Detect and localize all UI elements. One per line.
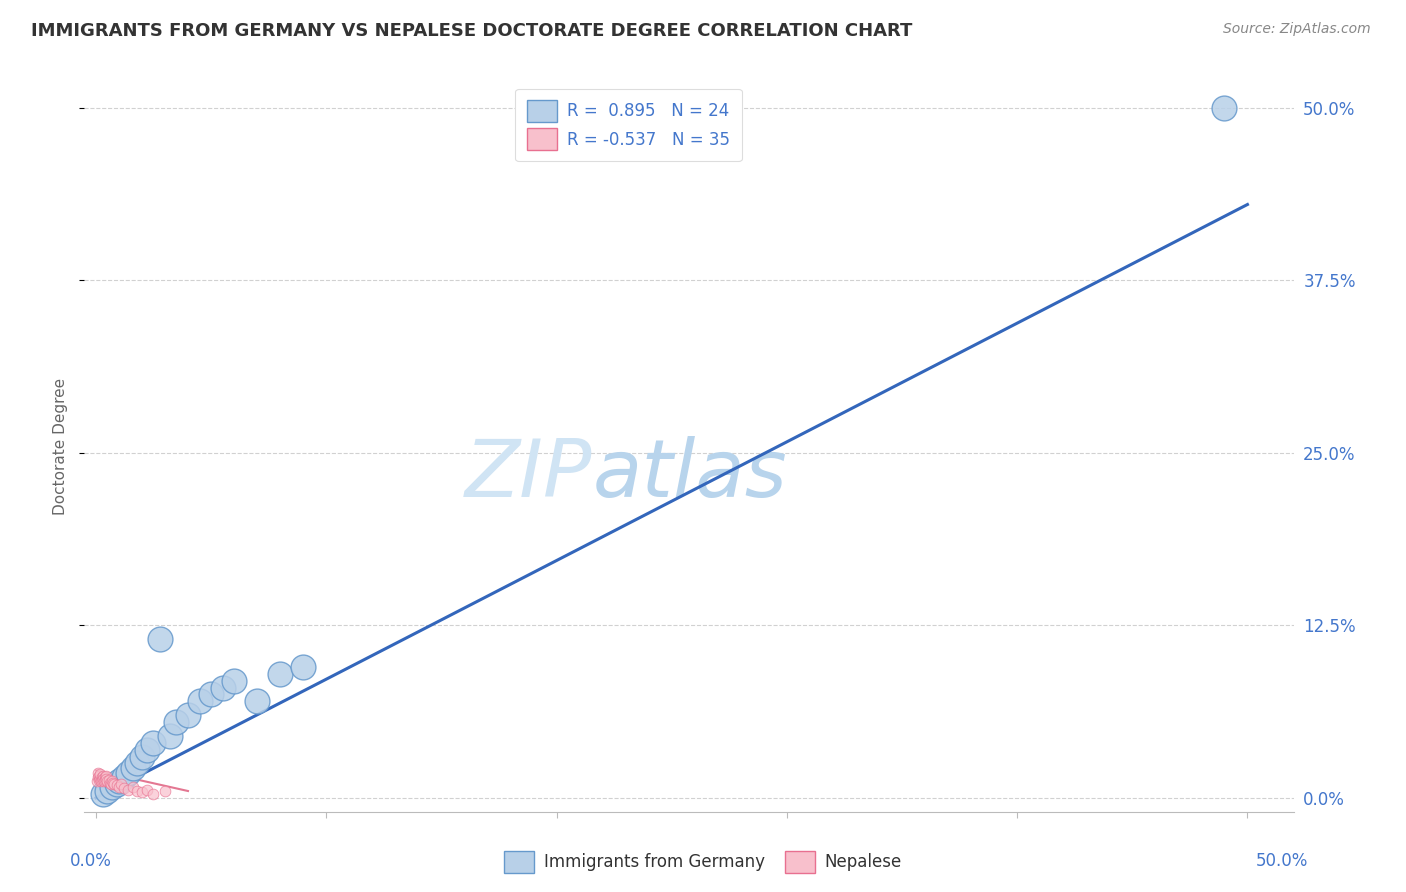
Point — [177, 708, 200, 723]
Point — [94, 772, 117, 787]
Text: 0.0%: 0.0% — [70, 852, 111, 870]
Point — [98, 776, 121, 790]
Point — [108, 774, 131, 789]
Point — [121, 760, 143, 774]
Point — [87, 766, 110, 780]
Point — [94, 769, 117, 783]
Point — [135, 782, 157, 797]
Point — [110, 777, 132, 791]
Point — [1213, 101, 1236, 115]
Point — [91, 787, 114, 801]
Point — [90, 770, 112, 784]
Point — [142, 787, 165, 801]
Text: Source: ZipAtlas.com: Source: ZipAtlas.com — [1223, 22, 1371, 37]
Point — [100, 777, 122, 791]
Text: 50.0%: 50.0% — [1256, 852, 1308, 870]
Legend: Immigrants from Germany, Nepalese: Immigrants from Germany, Nepalese — [498, 845, 908, 880]
Point — [153, 784, 176, 798]
Point — [93, 774, 115, 789]
Point — [101, 774, 124, 789]
Point — [105, 779, 128, 793]
Point — [166, 714, 188, 729]
Point — [96, 772, 118, 786]
Point — [117, 766, 139, 780]
Point — [131, 785, 153, 799]
Point — [103, 777, 125, 791]
Point — [101, 776, 124, 790]
Point — [292, 660, 315, 674]
Point — [149, 632, 172, 647]
Point — [89, 767, 111, 781]
Point — [93, 772, 115, 786]
Point — [159, 729, 181, 743]
Point — [101, 780, 124, 794]
Point — [90, 774, 112, 789]
Point — [87, 772, 110, 787]
Text: IMMIGRANTS FROM GERMANY VS NEPALESE DOCTORATE DEGREE CORRELATION CHART: IMMIGRANTS FROM GERMANY VS NEPALESE DOCT… — [31, 22, 912, 40]
Point — [105, 777, 128, 791]
Legend: R =  0.895   N = 24, R = -0.537   N = 35: R = 0.895 N = 24, R = -0.537 N = 35 — [516, 88, 741, 161]
Point — [188, 694, 211, 708]
Point — [112, 770, 135, 784]
Point — [91, 769, 114, 783]
Point — [121, 780, 143, 794]
Point — [142, 736, 165, 750]
Point — [135, 742, 157, 756]
Point — [246, 694, 269, 708]
Text: ZIP: ZIP — [465, 436, 592, 515]
Point — [108, 780, 131, 794]
Point — [89, 769, 111, 783]
Y-axis label: Doctorate Degree: Doctorate Degree — [53, 377, 69, 515]
Text: atlas: atlas — [592, 436, 787, 515]
Point — [269, 666, 291, 681]
Point — [86, 774, 108, 789]
Point — [127, 756, 149, 771]
Point — [222, 673, 245, 688]
Point — [117, 782, 139, 797]
Point — [89, 772, 111, 786]
Point — [211, 681, 233, 695]
Point — [91, 772, 114, 787]
Point — [96, 784, 118, 798]
Point — [200, 687, 222, 701]
Point — [93, 770, 115, 784]
Point — [131, 749, 153, 764]
Point — [87, 770, 110, 784]
Point — [97, 772, 120, 787]
Point — [127, 784, 149, 798]
Point — [112, 781, 135, 796]
Point — [96, 774, 118, 789]
